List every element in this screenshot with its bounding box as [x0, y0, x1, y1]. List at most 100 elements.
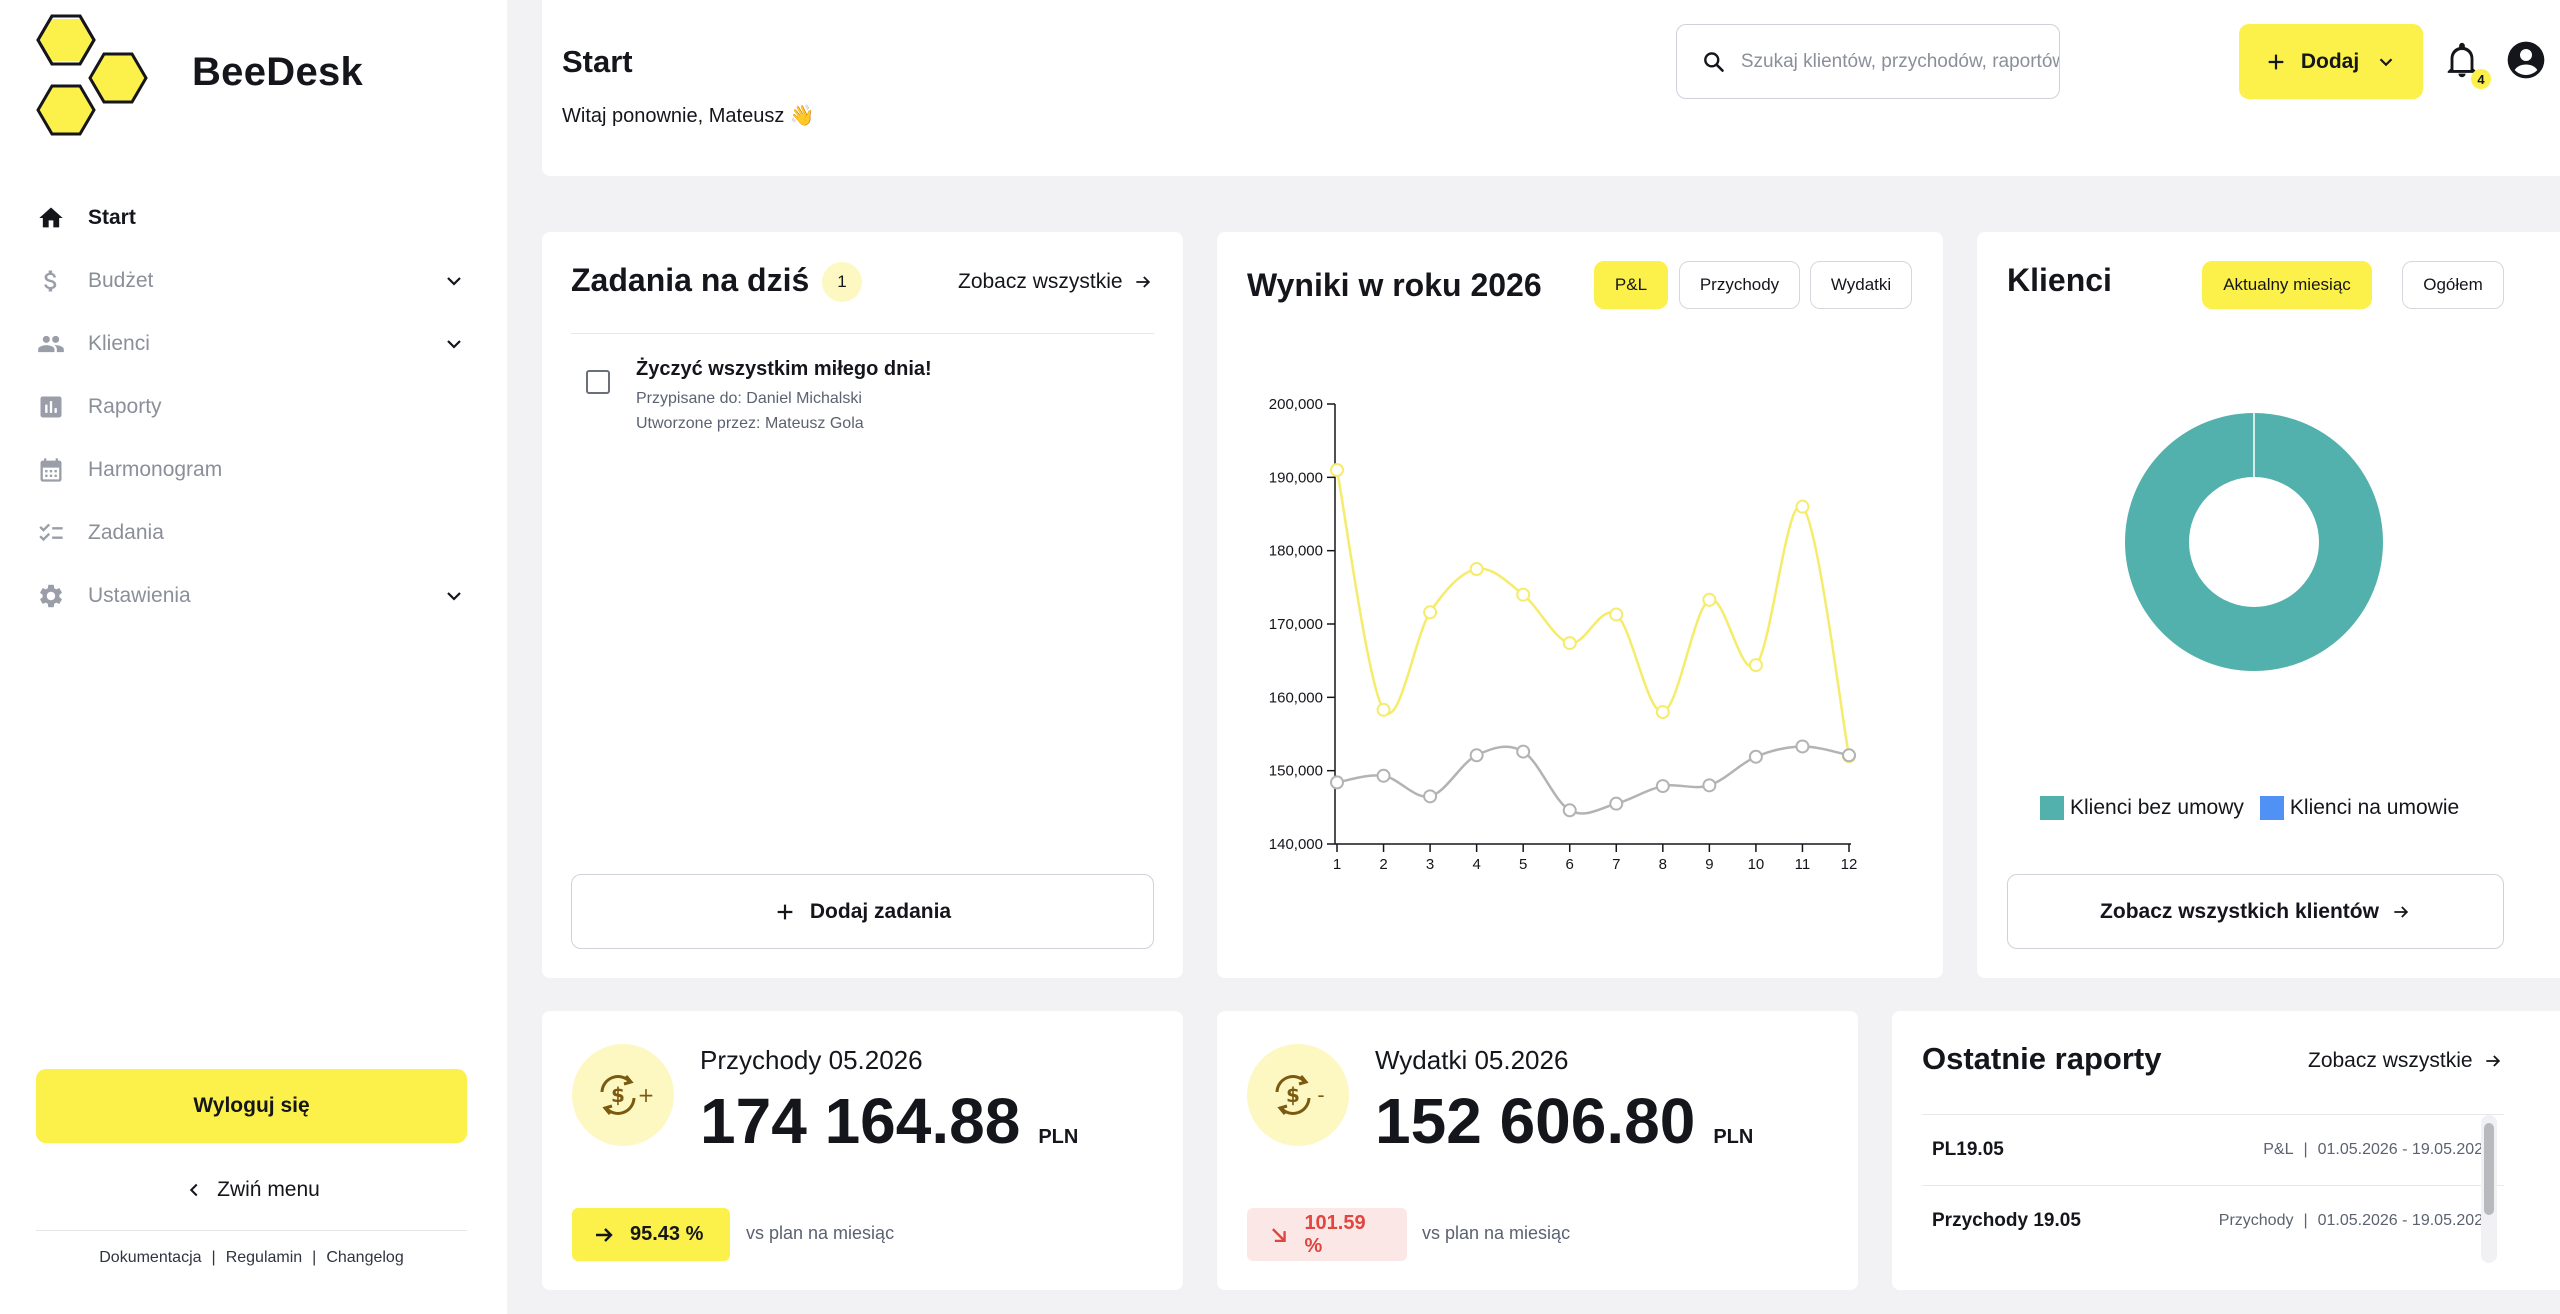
- income-value: 174 164.88: [700, 1085, 1021, 1157]
- income-currency: PLN: [1038, 1126, 1079, 1148]
- all-clients-label: Zobacz wszystkich klientów: [2100, 899, 2379, 923]
- svg-text:-: -: [1317, 1083, 1324, 1107]
- search-box[interactable]: [1676, 24, 2060, 99]
- report-row[interactable]: PL19.05 P&L | 01.05.2026 - 19.05.2026: [1922, 1114, 2504, 1185]
- link-separator: |: [312, 1249, 317, 1266]
- y-tick-label: 140,000: [1269, 836, 1323, 853]
- link-changelog[interactable]: Changelog: [326, 1249, 404, 1266]
- series-point: [1562, 803, 1577, 818]
- series-point: [1655, 779, 1670, 794]
- tasks-card: Zadania na dziś 1 Zobacz wszystkie Życzy…: [542, 232, 1183, 978]
- series-point: [1795, 739, 1810, 754]
- see-all-label: Zobacz wszystkie: [2308, 1049, 2473, 1072]
- link-regulamin[interactable]: Regulamin: [225, 1249, 303, 1266]
- sidebar-item-raporty[interactable]: Raporty: [36, 375, 466, 438]
- tasks-see-all-link[interactable]: Zobacz wszystkie: [958, 270, 1153, 294]
- task-created: Utworzone przez: Mateusz Gola: [636, 415, 864, 432]
- task-checkbox[interactable]: [586, 370, 610, 394]
- x-tick-label: 8: [1659, 856, 1667, 873]
- series-point: [1516, 744, 1531, 759]
- y-tick-label: 200,000: [1269, 396, 1323, 413]
- collapse-menu-label: Zwiń menu: [217, 1178, 320, 1201]
- bar-chart-icon: [36, 392, 66, 422]
- chevron-down-icon[interactable]: [442, 584, 466, 608]
- legend-label: Klienci na umowie: [2289, 796, 2460, 819]
- expense-label: Wydatki 05.2026: [1375, 1045, 1569, 1075]
- chevron-down-icon: [2379, 57, 2393, 66]
- scrollbar-thumb[interactable]: [2484, 1123, 2494, 1215]
- reports-scrollbar[interactable]: [2481, 1115, 2497, 1263]
- link-separator: |: [211, 1249, 216, 1266]
- expense-value: 152 606.80: [1375, 1085, 1696, 1157]
- income-value-row: 174 164.88 PLN: [700, 1084, 1078, 1158]
- series-point: [1516, 587, 1531, 602]
- x-tick-label: 7: [1612, 856, 1620, 873]
- arrow-down-right-icon: [1272, 1227, 1286, 1242]
- sidebar-item-start[interactable]: Start: [36, 186, 466, 249]
- tab-pl[interactable]: P&L: [1594, 261, 1668, 309]
- search-input[interactable]: [1740, 50, 2059, 73]
- add-task-button[interactable]: Dodaj zadania: [571, 874, 1154, 949]
- plus-icon: [2268, 54, 2284, 69]
- tab-wydatki[interactable]: Wydatki: [1810, 261, 1912, 309]
- arrow-right-icon: [596, 1227, 613, 1242]
- income-percent-badge: 95.43 %: [572, 1208, 730, 1261]
- bee-logo-icon[interactable]: [32, 14, 162, 136]
- clients-title: Klienci: [2007, 262, 2112, 298]
- sidebar-item-harmonogram[interactable]: Harmonogram: [36, 438, 466, 501]
- brand-name: BeeDesk: [192, 50, 364, 94]
- report-meta: Przychody | 01.05.2026 - 19.05.2026: [2219, 1212, 2492, 1230]
- x-tick-label: 5: [1519, 856, 1527, 873]
- series-point: [1562, 636, 1577, 651]
- tab-przychody[interactable]: Przychody: [1679, 261, 1800, 309]
- account-icon[interactable]: [2506, 40, 2546, 80]
- report-range: 01.05.2026 - 19.05.2026: [2317, 1141, 2492, 1158]
- sidebar-item-budzet[interactable]: Budżet: [36, 249, 466, 312]
- sidebar-item-ustawienia[interactable]: Ustawienia: [36, 564, 466, 627]
- home-icon: [36, 203, 66, 233]
- tab-overall[interactable]: Ogółem: [2402, 261, 2504, 309]
- welcome-text: Witaj ponownie, Mateusz 👋: [562, 105, 815, 127]
- add-button-label: Dodaj: [2300, 49, 2360, 73]
- series-point: [1795, 499, 1810, 514]
- collapse-menu-button[interactable]: Zwiń menu: [36, 1170, 467, 1210]
- x-tick-label: 12: [1841, 856, 1858, 873]
- tab-current-month[interactable]: Aktualny miesiąc: [2202, 261, 2372, 309]
- legend-label: Klienci bez umowy: [2070, 796, 2244, 819]
- calendar-icon: [36, 455, 66, 485]
- sidebar-item-label: Raporty: [88, 394, 162, 418]
- chevron-down-icon[interactable]: [442, 269, 466, 293]
- plus-icon: [777, 904, 793, 919]
- legend-swatch: [2040, 796, 2064, 820]
- expense-currency: PLN: [1713, 1126, 1754, 1148]
- sidebar-item-klienci[interactable]: Klienci: [36, 312, 466, 375]
- series-point: [1702, 778, 1717, 793]
- y-tick-label: 180,000: [1269, 543, 1323, 560]
- add-button[interactable]: Dodaj: [2239, 24, 2423, 99]
- footer-links: Dokumentacja | Regulamin | Changelog: [36, 1249, 467, 1267]
- all-clients-button[interactable]: Zobacz wszystkich klientów: [2007, 874, 2504, 949]
- legend-swatch: [2259, 796, 2284, 820]
- y-tick-label: 170,000: [1269, 616, 1323, 633]
- series-point: [1609, 796, 1624, 811]
- page-header: Start Witaj ponownie, Mateusz 👋 Dodaj 4: [542, 0, 2560, 176]
- income-note: vs plan na miesiąc: [746, 1223, 895, 1243]
- gear-icon: [36, 581, 66, 611]
- reports-see-all-link[interactable]: Zobacz wszystkie: [2308, 1049, 2503, 1073]
- report-row[interactable]: Przychody 19.05 Przychody | 01.05.2026 - 1…: [1922, 1185, 2504, 1256]
- x-tick-label: 1: [1333, 856, 1341, 873]
- link-dokumentacja[interactable]: Dokumentacja: [99, 1249, 202, 1266]
- series-point: [1330, 775, 1344, 790]
- logout-button[interactable]: Wyloguj się: [36, 1069, 467, 1143]
- x-tick-label: 9: [1705, 856, 1713, 873]
- page-title: Start: [562, 44, 633, 79]
- money-exchange-plus-icon: $ +: [572, 1044, 674, 1146]
- sidebar-item-zadania[interactable]: Zadania: [36, 501, 466, 564]
- sidebar-item-label: Start: [88, 205, 136, 229]
- donut-legend: Klienci bez umowy Klienci na umowie: [2040, 796, 2475, 820]
- chevron-down-icon[interactable]: [442, 332, 466, 356]
- bell-icon[interactable]: [2444, 40, 2480, 80]
- sidebar: BeeDesk Start Budżet Klienci Ra: [0, 0, 507, 1314]
- report-type: P&L: [2263, 1141, 2294, 1158]
- svg-text:$: $: [611, 1083, 625, 1107]
